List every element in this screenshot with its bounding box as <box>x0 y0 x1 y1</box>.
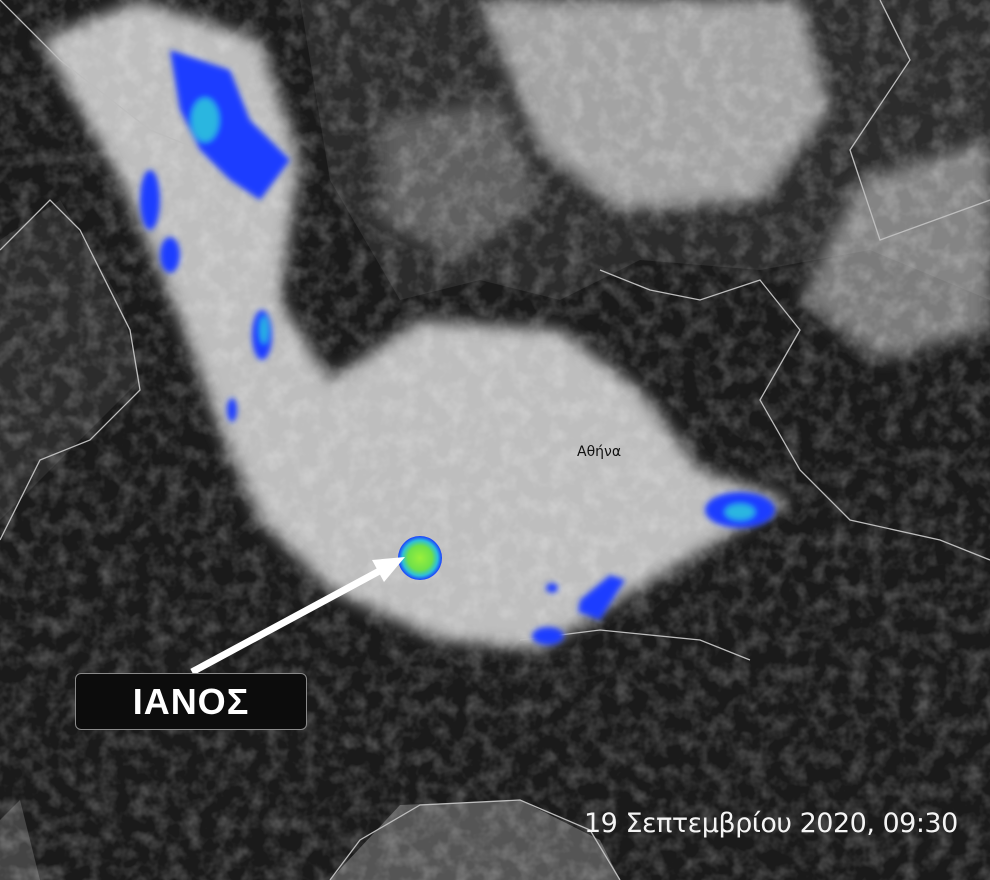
timestamp: 19 Σεπτεμβρίου 2020, 09:30 <box>584 808 958 839</box>
storm-label-box: ΙΑΝΟΣ <box>75 673 307 730</box>
precipitation-cells <box>140 50 775 645</box>
arrow-icon <box>190 557 405 676</box>
storm-ianos-cell <box>398 536 442 580</box>
storm-label: ΙΑΝΟΣ <box>132 680 250 722</box>
city-label-athens: Αθήνα <box>577 444 622 460</box>
